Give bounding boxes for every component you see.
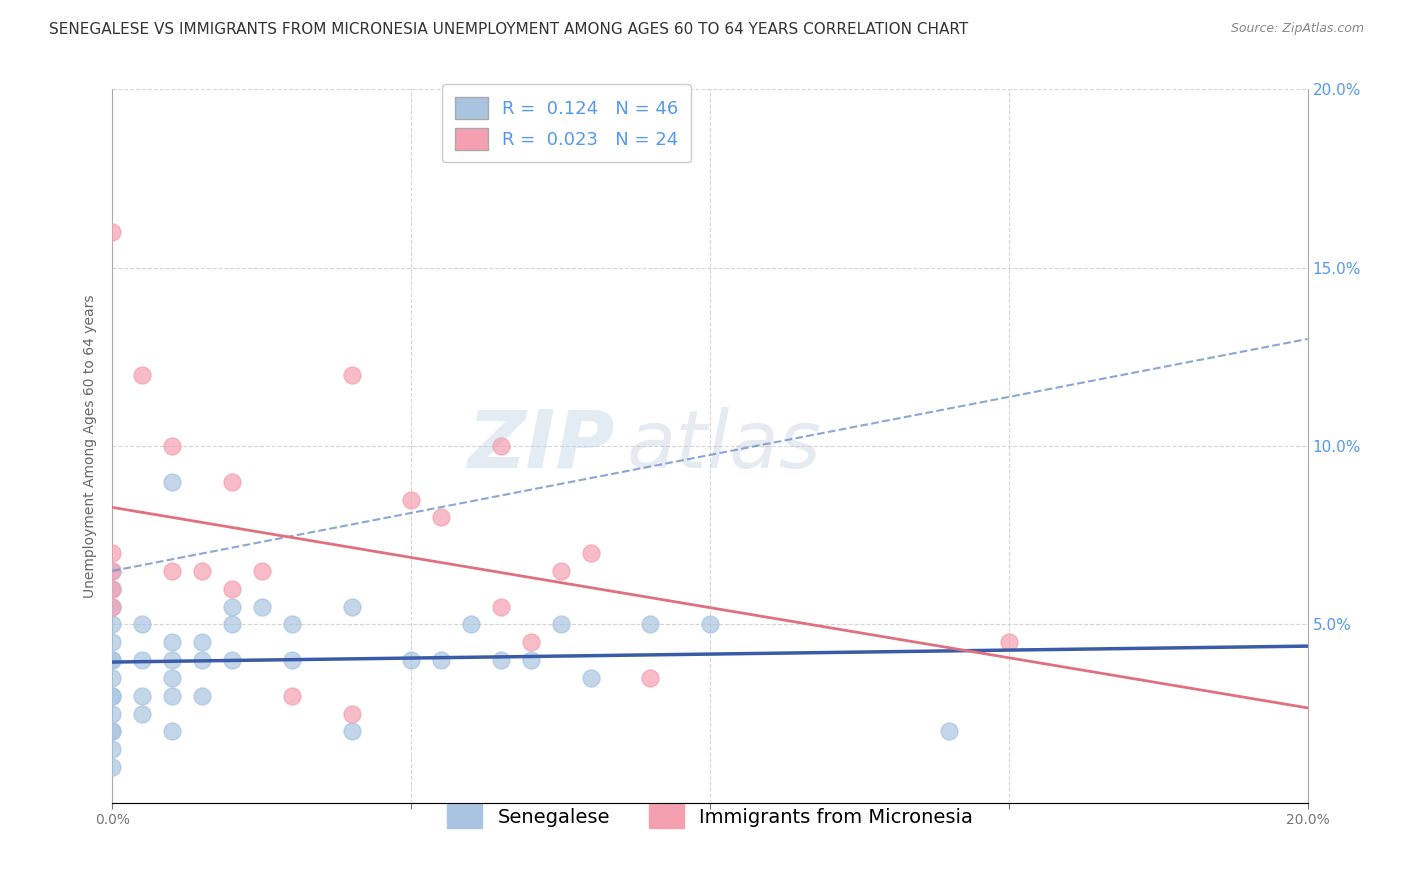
Point [101, 225, 124, 239]
Point [162, 635, 183, 649]
Point [191, 653, 214, 667]
Point [101, 706, 124, 721]
Point [101, 564, 124, 578]
Point [938, 724, 960, 739]
Text: Source: ZipAtlas.com: Source: ZipAtlas.com [1230, 22, 1364, 36]
Point [250, 564, 273, 578]
Point [101, 724, 124, 739]
Point [489, 653, 512, 667]
Point [460, 617, 482, 632]
Point [430, 510, 453, 524]
Point [101, 635, 124, 649]
Point [101, 689, 124, 703]
Text: ZIP: ZIP [467, 407, 614, 485]
Point [340, 706, 363, 721]
Point [281, 653, 304, 667]
Point [101, 671, 124, 685]
Point [221, 617, 243, 632]
Point [250, 599, 273, 614]
Point [162, 724, 183, 739]
Point [131, 706, 153, 721]
Legend: Senegalese, Immigrants from Micronesia: Senegalese, Immigrants from Micronesia [439, 797, 981, 836]
Point [191, 635, 214, 649]
Point [101, 599, 124, 614]
Point [579, 671, 602, 685]
Point [101, 546, 124, 560]
Point [640, 671, 662, 685]
Point [162, 439, 183, 453]
Point [520, 653, 543, 667]
Point [340, 724, 363, 739]
Point [162, 653, 183, 667]
Point [640, 617, 662, 632]
Point [131, 689, 153, 703]
Point [101, 582, 124, 596]
Point [101, 653, 124, 667]
Point [579, 546, 602, 560]
Point [191, 689, 214, 703]
Point [131, 368, 153, 382]
Point [340, 599, 363, 614]
Point [101, 582, 124, 596]
Point [191, 564, 214, 578]
Point [221, 475, 243, 489]
Point [101, 689, 124, 703]
Point [101, 617, 124, 632]
Point [162, 475, 183, 489]
Point [550, 564, 572, 578]
Point [998, 635, 1021, 649]
Point [131, 617, 153, 632]
Point [221, 582, 243, 596]
Point [520, 635, 543, 649]
Point [281, 689, 304, 703]
Point [489, 599, 512, 614]
Point [101, 724, 124, 739]
Point [101, 742, 124, 756]
Point [162, 671, 183, 685]
Point [101, 564, 124, 578]
Text: atlas: atlas [627, 407, 821, 485]
Point [162, 564, 183, 578]
Point [550, 617, 572, 632]
Point [221, 599, 243, 614]
Point [699, 617, 721, 632]
Point [162, 689, 183, 703]
Point [430, 653, 453, 667]
Point [101, 599, 124, 614]
Y-axis label: Unemployment Among Ages 60 to 64 years: Unemployment Among Ages 60 to 64 years [83, 294, 97, 598]
Point [281, 617, 304, 632]
Point [340, 368, 363, 382]
Text: SENEGALESE VS IMMIGRANTS FROM MICRONESIA UNEMPLOYMENT AMONG AGES 60 TO 64 YEARS : SENEGALESE VS IMMIGRANTS FROM MICRONESIA… [49, 22, 969, 37]
Point [221, 653, 243, 667]
Point [131, 653, 153, 667]
Point [401, 492, 423, 507]
Point [489, 439, 512, 453]
Point [101, 760, 124, 774]
Point [101, 653, 124, 667]
Point [401, 653, 423, 667]
